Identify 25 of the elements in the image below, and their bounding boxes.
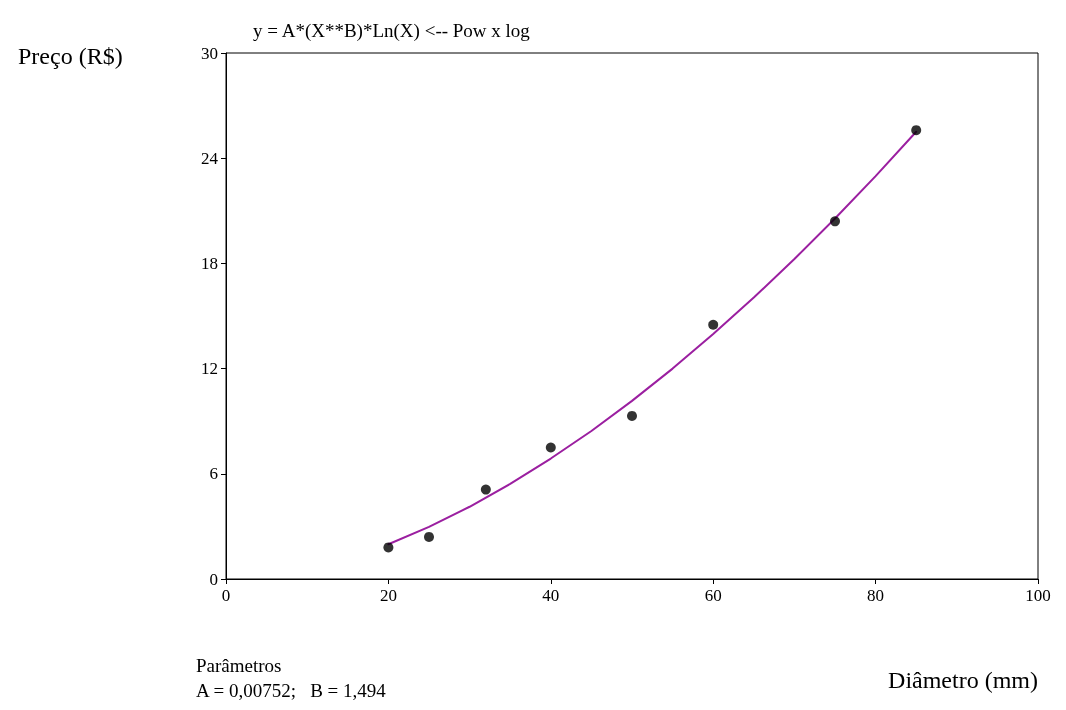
x-tick-label: 60 xyxy=(704,586,722,605)
y-axis-title: Preço (R$) xyxy=(18,43,123,69)
point xyxy=(627,410,637,421)
point xyxy=(911,125,922,136)
y-tick-label: 6 xyxy=(209,464,218,484)
point xyxy=(424,531,434,542)
text: A = 0,00752; B = 1,494 xyxy=(196,680,387,701)
chart-title: y = A*(X**B)*Ln(X) <-- Pow x log xyxy=(253,20,531,42)
x-tick-label: 40 xyxy=(542,586,560,605)
x-tick-label: 100 xyxy=(1025,586,1051,605)
y-tick-label: 18 xyxy=(201,253,218,273)
x-axis-title: Diâmetro (mm) xyxy=(888,667,1038,693)
point xyxy=(708,319,719,330)
point xyxy=(480,484,491,495)
x-tick-label: 80 xyxy=(867,586,885,605)
point xyxy=(383,542,394,553)
y-tick-label: 30 xyxy=(201,43,218,63)
point xyxy=(545,442,556,453)
text: Parâmetros xyxy=(196,655,282,676)
x-tick-label: 20 xyxy=(379,586,397,605)
x-tick-label: 0 xyxy=(221,586,231,605)
y-tick-label: 12 xyxy=(201,359,218,379)
point xyxy=(830,216,840,227)
y-tick-label: 0 xyxy=(209,569,218,589)
y-tick-label: 24 xyxy=(201,148,219,168)
